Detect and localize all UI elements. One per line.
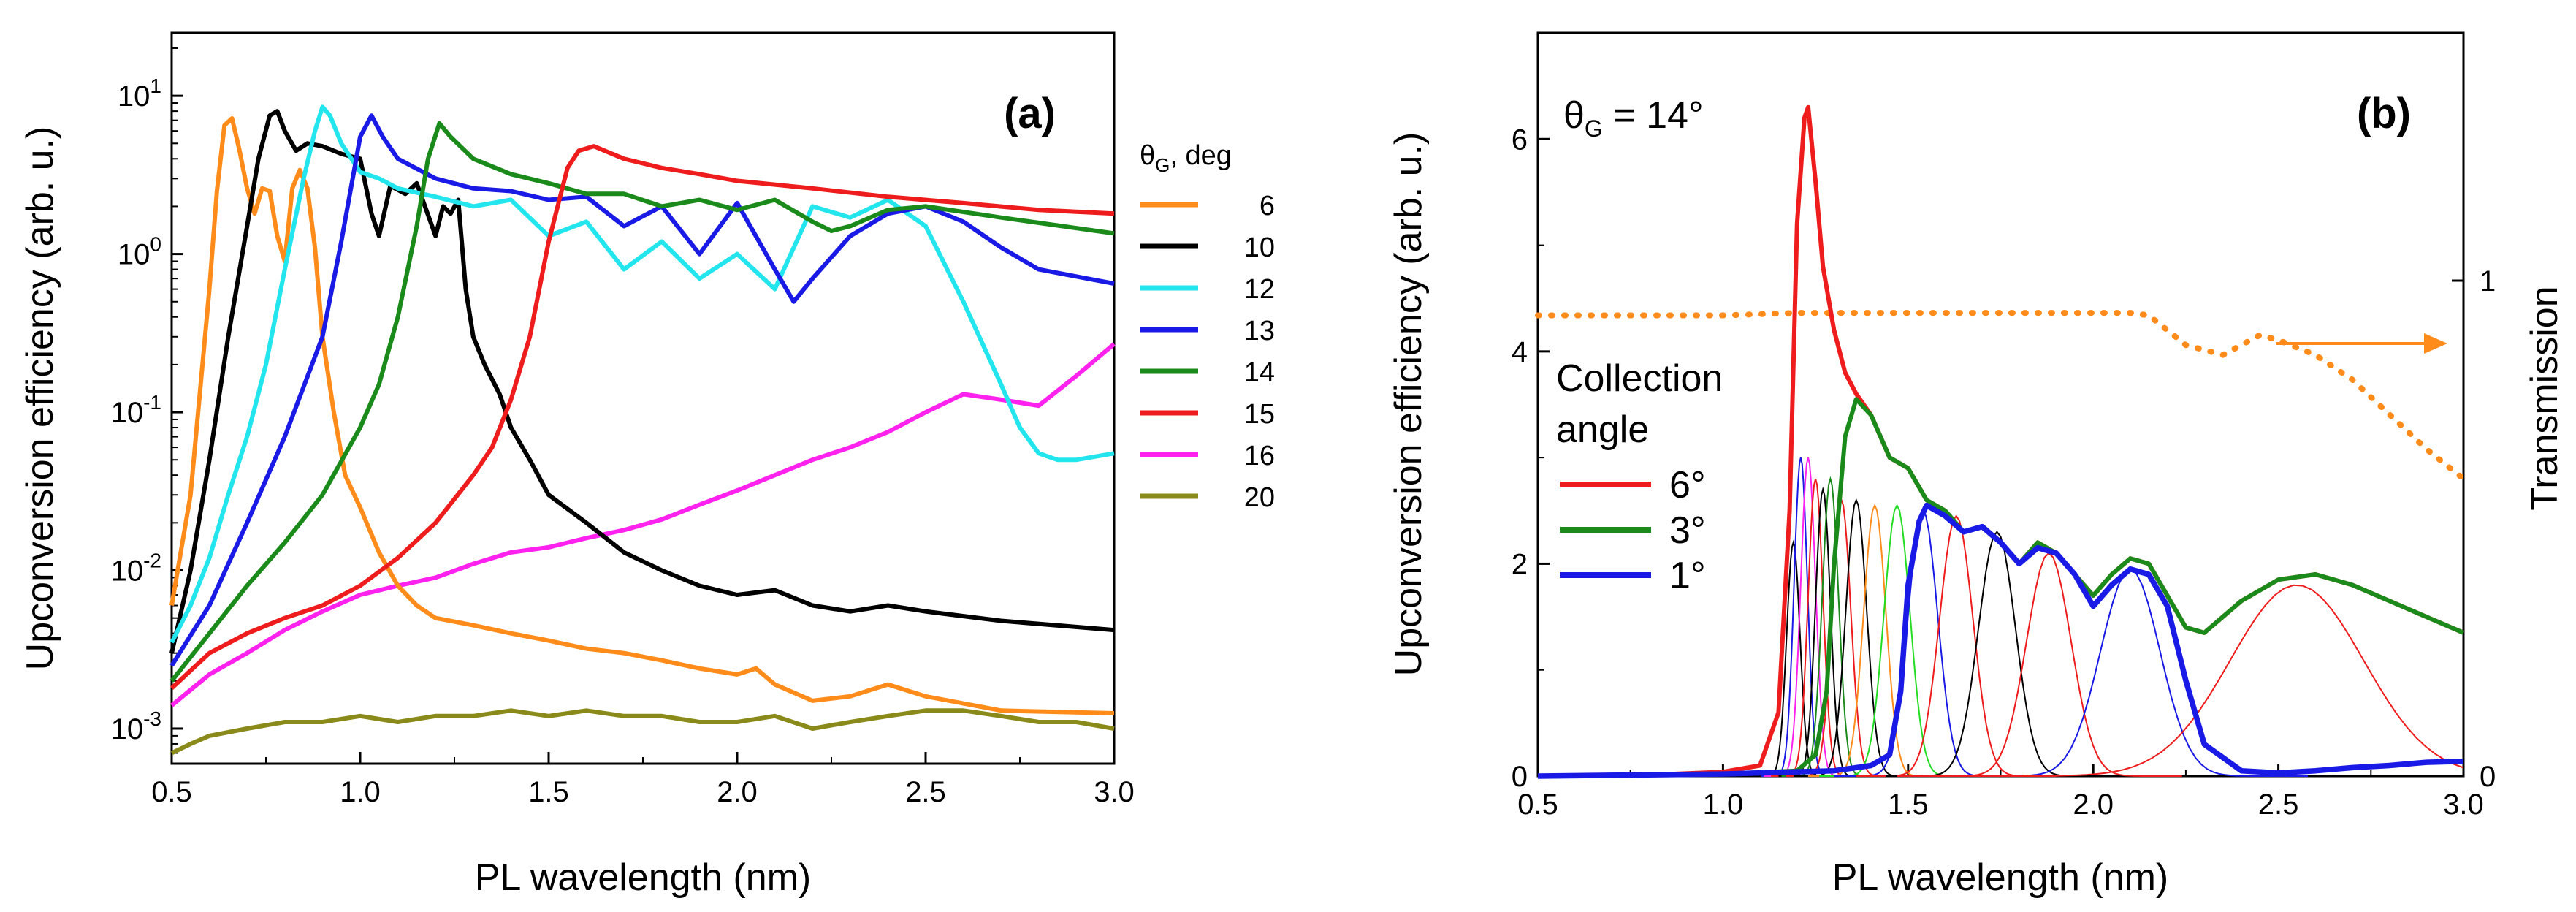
legend-title-line1-b: Collection — [1556, 357, 1723, 400]
series-line-13deg — [169, 113, 1115, 667]
x-tick-label: 0.5 — [151, 776, 192, 808]
y-tick-label: 4 — [1512, 336, 1528, 368]
transmission-group-b — [1535, 310, 2466, 482]
legend-entry: 20 — [1244, 482, 1275, 513]
series-line-collection — [1537, 104, 2465, 778]
x-tick-label: 3.0 — [2443, 788, 2484, 821]
right-axis-arrow — [2276, 333, 2447, 354]
y-tick-label: 10-3 — [111, 707, 161, 745]
legend-items-b: 6°3°1° — [1560, 464, 1706, 597]
series-line-16deg — [170, 342, 1116, 707]
x-tick-label: 2.0 — [2073, 788, 2114, 821]
y-axis-label-b: Upconversion efficiency (arb. u.) — [1387, 132, 1430, 677]
transmission-line — [1535, 310, 2466, 482]
thin-peak-line — [1753, 539, 1834, 777]
x-tick-label: 0.5 — [1517, 788, 1558, 821]
series-line-15deg — [169, 144, 1115, 690]
y-tick-label: 10-1 — [111, 391, 161, 429]
panel-label-b: (b) — [2357, 90, 2411, 137]
legend-title-subscript: G — [1155, 154, 1170, 176]
legend-entry: 12 — [1244, 274, 1275, 305]
x-tick-label: 1.0 — [1703, 788, 1744, 821]
y-tick-label: 2 — [1512, 548, 1528, 580]
legend-entry: 14 — [1244, 357, 1275, 388]
plot-frame-b — [1536, 31, 2465, 778]
annotation-subscript: G — [1585, 115, 1603, 142]
x-tick-label: 1.5 — [1888, 788, 1929, 821]
x-tick-label: 2.0 — [717, 776, 758, 808]
legend-items-a: 6 10 12 13 14 15 16 20 — [1140, 191, 1275, 513]
legend-a: θG, deg 6 10 12 13 14 15 16 20 — [1140, 140, 1275, 513]
y-right-tick-label: 0 — [2480, 761, 2496, 793]
series-line-collection — [1537, 502, 2464, 779]
legend-entry: 6° — [1669, 464, 1706, 506]
thin-peak-line — [1897, 584, 2464, 777]
y-tick-base: 10 — [118, 239, 150, 271]
thin-peak-line — [1952, 568, 2309, 777]
y-right-tick-label: 1 — [2480, 265, 2496, 297]
thin-peaks-group-b — [1753, 457, 2464, 777]
series-line-12deg — [169, 104, 1115, 644]
series-line-6deg — [169, 116, 1115, 715]
x-tick-label: 1.0 — [340, 776, 381, 808]
y-tick-exponent: -3 — [143, 707, 161, 730]
legend-title-symbol: θ — [1140, 140, 1155, 171]
thin-peak-line — [1794, 498, 1918, 777]
panel-label-a: (a) — [1004, 90, 1056, 137]
series-group-a — [169, 104, 1116, 756]
y-tick-base: 10 — [118, 80, 150, 113]
y-tick-exponent: 0 — [150, 233, 161, 256]
legend-title-line2-b: angle — [1556, 408, 1649, 451]
x-axis-label-b: PL wavelength (nm) — [1832, 856, 2169, 899]
y-tick-exponent: 1 — [150, 75, 161, 97]
y-axis-label-right-b: Transmission — [2523, 286, 2566, 510]
y-ticks-b: 0 2 4 6 — [1512, 123, 1550, 793]
legend-title-rest: , deg — [1170, 140, 1232, 171]
legend-entry: 15 — [1244, 399, 1275, 430]
y-tick-label: 101 — [118, 75, 161, 113]
legend-b: Collection angle 6°3°1° — [1556, 357, 1723, 597]
legend-entry: 3° — [1669, 509, 1706, 552]
series-group-b — [1537, 104, 2465, 779]
angle-annotation: θG = 14° — [1563, 94, 1704, 142]
y-tick-base: 10 — [111, 713, 144, 745]
x-tick-label: 2.5 — [2258, 788, 2299, 821]
annotation-rest: = 14° — [1603, 94, 1704, 137]
y-ticks-right-b: 01 — [2452, 265, 2496, 793]
y-tick-label: 10-2 — [111, 550, 161, 588]
series-line-14deg — [169, 121, 1115, 683]
x-ticks-b: 0.5 1.0 1.5 2.0 2.5 3.0 — [1517, 764, 2484, 821]
x-tick-label: 1.5 — [528, 776, 569, 808]
y-axis-label-a: Upconversion efficiency (arb. u.) — [19, 126, 61, 671]
legend-entry: 1° — [1669, 555, 1706, 597]
y-tick-base: 10 — [111, 397, 144, 429]
x-axis-label-a: PL wavelength (nm) — [475, 856, 812, 899]
y-tick-exponent: -2 — [143, 550, 161, 572]
legend-entry: 10 — [1244, 232, 1275, 263]
y-tick-exponent: -1 — [143, 391, 161, 414]
x-ticks-a: 0.5 1.0 1.5 2.0 2.5 3.0 — [151, 752, 1135, 808]
series-line-10deg — [169, 109, 1115, 654]
x-tick-label: 2.5 — [905, 776, 946, 808]
legend-entry: 6 — [1260, 191, 1275, 221]
series-line-20deg — [170, 708, 1115, 756]
legend-entry: 13 — [1244, 316, 1275, 346]
y-tick-base: 10 — [111, 555, 144, 588]
y-tick-label: 6 — [1512, 123, 1528, 156]
y-tick-label: 0 — [1512, 761, 1528, 793]
y-tick-label: 100 — [118, 233, 161, 271]
annotation-symbol: θ — [1563, 94, 1585, 137]
legend-title-a: θG, deg — [1140, 140, 1232, 176]
legend-entry: 16 — [1244, 441, 1275, 471]
x-tick-label: 3.0 — [1094, 776, 1135, 808]
